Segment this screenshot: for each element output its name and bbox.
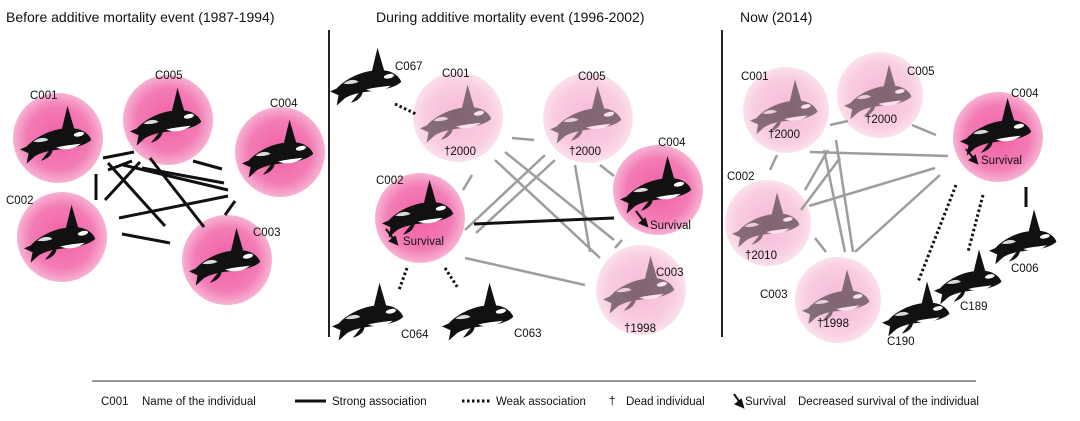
death-note: †1998 — [817, 318, 849, 330]
weak-association-edges — [394, 102, 460, 291]
death-note: †2000 — [569, 146, 601, 158]
faded-association-edges — [461, 136, 623, 287]
node-label: C003 — [656, 267, 684, 279]
legend-strong-text: Strong association — [332, 396, 427, 408]
legend-dead-symbol: † — [609, 396, 615, 408]
death-note: †2000 — [444, 146, 476, 158]
node-label: C190 — [887, 336, 915, 348]
orca-icon — [330, 47, 402, 106]
arrow-down-right-icon — [733, 393, 745, 409]
panel-title-now: Now (2014) — [740, 9, 812, 25]
arrow-down-right-icon — [635, 210, 649, 228]
arrow-down-right-icon — [965, 148, 979, 165]
faded-association-edges — [768, 119, 949, 253]
death-note: †1998 — [624, 323, 656, 335]
node-label: C005 — [155, 70, 183, 82]
node-label: C003 — [253, 227, 281, 239]
survival-note: Survival — [650, 220, 691, 232]
node-label: C001 — [442, 68, 470, 80]
death-note: †2000 — [768, 129, 800, 141]
node-label: C006 — [1011, 263, 1039, 275]
node-label: C003 — [760, 289, 788, 301]
survival-note: Survival — [403, 236, 444, 248]
arrow-down-right-icon — [385, 228, 399, 246]
legend-name-text: Name of the individual — [142, 396, 256, 408]
node-label: C001 — [741, 71, 769, 83]
panel-title-before: Before additive mortality event (1987-19… — [6, 9, 274, 25]
node-label: C005 — [578, 71, 606, 83]
node-label: C004 — [658, 137, 686, 149]
legend-survival-word: Survival — [745, 396, 786, 408]
orca-icon — [442, 282, 514, 341]
node-label: C005 — [907, 66, 935, 78]
node-label: C004 — [270, 98, 298, 110]
strong-association-edge — [473, 216, 615, 226]
weak-association-edges — [916, 184, 985, 283]
panel-title-during: During additive mortality event (1996-20… — [376, 9, 644, 25]
panel-during: C067 C001 C005 C004 C002 C003 C064 C063 … — [330, 47, 703, 341]
node-label: C064 — [401, 329, 429, 341]
orca-icon — [332, 282, 404, 341]
death-note: †2000 — [865, 114, 897, 126]
panel-before: C001 C005 C004 C002 C003 — [6, 70, 325, 305]
node-label: C063 — [514, 328, 542, 340]
node-label: C002 — [6, 195, 34, 207]
node-label: C067 — [395, 61, 423, 73]
survival-note: Survival — [981, 155, 1022, 167]
orca-icon — [989, 209, 1057, 265]
legend: C001 Name of the individual Strong assoc… — [101, 393, 979, 409]
legend-name-code: C001 — [101, 396, 129, 408]
panel-now: C001 C005 C004 C002 C003 C006 C189 C190 … — [725, 52, 1057, 348]
legend-weak-text: Weak association — [496, 396, 586, 408]
node-label: C002 — [727, 171, 755, 183]
strong-association-edges — [94, 150, 237, 245]
node-label: C001 — [30, 90, 58, 102]
node-label: C002 — [376, 175, 404, 187]
node-label: C189 — [960, 301, 988, 313]
node-label: C004 — [1011, 88, 1039, 100]
legend-survival-text: Decreased survival of the individual — [798, 396, 979, 408]
legend-dead-text: Dead individual — [626, 396, 705, 408]
death-note: †2010 — [745, 250, 777, 262]
orca-icon — [934, 249, 1002, 305]
